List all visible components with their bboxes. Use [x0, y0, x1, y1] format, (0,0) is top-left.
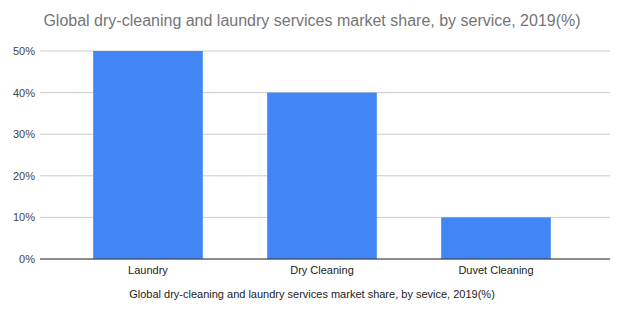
- y-tick-label: 40%: [13, 87, 35, 99]
- y-tick-label: 50%: [13, 45, 35, 57]
- y-tick-label: 30%: [13, 128, 35, 140]
- x-tick-label: Duvet Cleaning: [458, 264, 533, 276]
- grid: [40, 51, 610, 259]
- grid-line: [40, 259, 610, 260]
- y-tick-label: 10%: [13, 211, 35, 223]
- bars: [93, 51, 551, 259]
- y-tick-label: 20%: [13, 170, 35, 182]
- x-axis-label: Global dry-cleaning and laundry services…: [129, 288, 495, 300]
- bar: [267, 93, 377, 259]
- x-axis-line: [40, 259, 610, 260]
- x-tick-label: Laundry: [128, 264, 168, 276]
- bar: [93, 51, 203, 259]
- chart-title: Global dry-cleaning and laundry services…: [43, 12, 580, 29]
- x-tick-label: Dry Cleaning: [290, 264, 354, 276]
- y-tick-label: 0%: [19, 253, 35, 265]
- chart-svg: Global dry-cleaning and laundry services…: [0, 0, 624, 315]
- bar: [441, 217, 551, 259]
- chart-container: Global dry-cleaning and laundry services…: [0, 0, 624, 315]
